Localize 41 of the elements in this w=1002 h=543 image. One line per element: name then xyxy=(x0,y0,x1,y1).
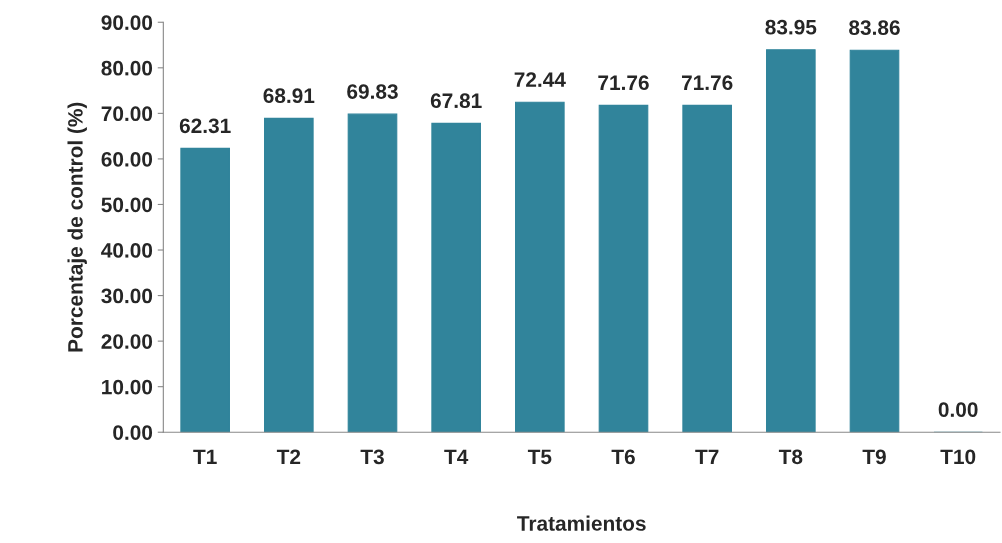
bar xyxy=(598,104,649,433)
data-label: 71.76 xyxy=(598,75,649,91)
x-tick-label: T8 xyxy=(778,449,803,465)
x-tick-label: T4 xyxy=(444,449,469,464)
data-label: 69.83 xyxy=(347,84,398,99)
bar xyxy=(431,122,481,433)
data-label: 71.76 xyxy=(681,75,733,91)
bar xyxy=(682,104,732,433)
data-label: 67.81 xyxy=(430,93,482,109)
data-label: 68.91 xyxy=(263,88,315,104)
x-tick-label: T7 xyxy=(695,449,719,464)
bar xyxy=(347,113,398,433)
x-tick-label: T10 xyxy=(940,449,976,465)
x-tick-label: T6 xyxy=(611,449,635,465)
data-label: 83.95 xyxy=(765,19,817,35)
x-axis-title: Tratamientos xyxy=(517,515,646,531)
x-tick-label: T9 xyxy=(862,449,886,465)
y-tick-label: 30.00 xyxy=(101,288,153,304)
y-tick-label: 70.00 xyxy=(101,106,153,122)
y-tick-label: 90.00 xyxy=(101,15,153,31)
bar xyxy=(180,147,230,433)
x-tick-label: T2 xyxy=(276,449,301,464)
y-tick-label: 0.00 xyxy=(113,425,153,440)
data-label: 0.00 xyxy=(938,402,978,417)
data-label: 83.86 xyxy=(849,20,900,36)
y-tick-label: 40.00 xyxy=(101,243,153,258)
y-tick-label: 80.00 xyxy=(101,60,153,76)
x-tick-label: T1 xyxy=(193,449,217,464)
y-tick-label: 10.00 xyxy=(102,379,153,395)
y-tick-label: 60.00 xyxy=(101,151,153,167)
y-tick-label: 20.00 xyxy=(101,334,153,349)
bar xyxy=(766,49,816,433)
x-tick-label: T3 xyxy=(360,449,384,465)
x-tick-label: T5 xyxy=(527,449,552,465)
y-axis-title: Porcentaje de control (%) xyxy=(67,102,87,352)
bar xyxy=(515,101,565,433)
y-tick-label: 50.00 xyxy=(101,197,153,213)
bar xyxy=(264,117,314,433)
data-label: 62.31 xyxy=(179,118,231,134)
bar xyxy=(849,49,900,433)
data-label: 72.44 xyxy=(514,72,566,87)
